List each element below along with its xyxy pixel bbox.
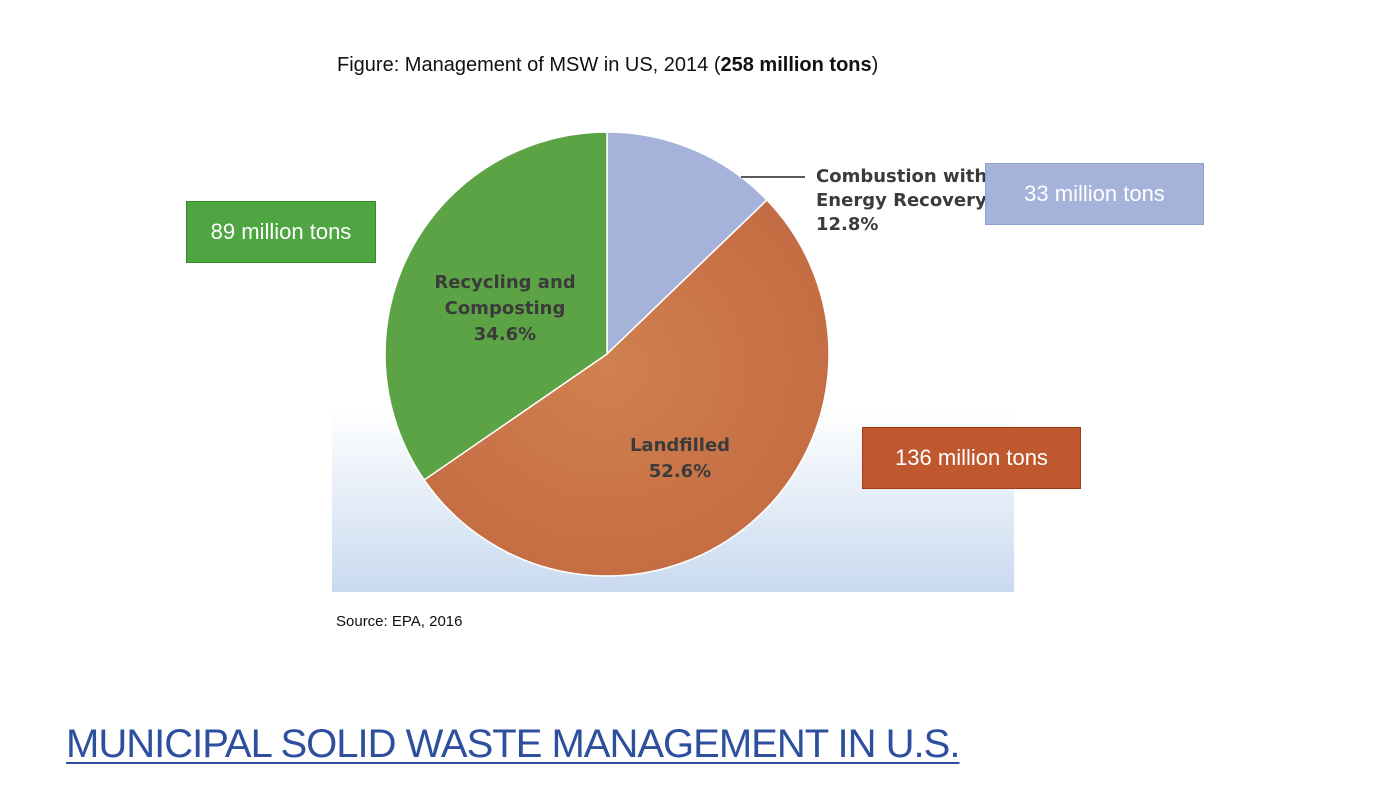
pie-slice-recycling-and-composting: [384, 131, 608, 481]
pie-labels: Combustion with Energy Recovery 12.8% Landf…: [434, 166, 987, 482]
figure-caption: Figure: Management of MSW in US, 2014 (2…: [337, 54, 878, 77]
combustion-tons-box: 33 million tons: [985, 163, 1204, 225]
landfill-tons-label: 136 million tons: [895, 445, 1048, 470]
combustion-tons-label: 33 million tons: [1024, 181, 1165, 206]
pie-slice-landfilled: [423, 198, 830, 577]
pie-label-landfilled: Landfilled 52.6%: [630, 435, 730, 482]
pie-slices: [384, 131, 830, 577]
pie-label-recycling-and-composting: Recycling and Composting 34.6%: [434, 272, 575, 345]
figure-caption-suffix: ): [871, 54, 879, 76]
source-note: Source: EPA, 2016: [336, 613, 463, 630]
pie-slice-combustion-with-energy-recovery: [606, 131, 768, 356]
figure-caption-total: 258 million tons: [720, 54, 872, 76]
pie-label-combustion-with-energy-recovery: Combustion with Energy Recovery 12.8%: [816, 166, 987, 235]
recycling-tons-box: 89 million tons: [186, 201, 376, 263]
landfill-tons-box: 136 million tons: [862, 427, 1081, 489]
figure-caption-prefix: Figure: Management of MSW in US, 2014 (: [337, 54, 721, 76]
slide-title: MUNICIPAL SOLID WASTE MANAGEMENT IN U.S.: [66, 722, 960, 766]
recycling-tons-label: 89 million tons: [210, 219, 352, 244]
